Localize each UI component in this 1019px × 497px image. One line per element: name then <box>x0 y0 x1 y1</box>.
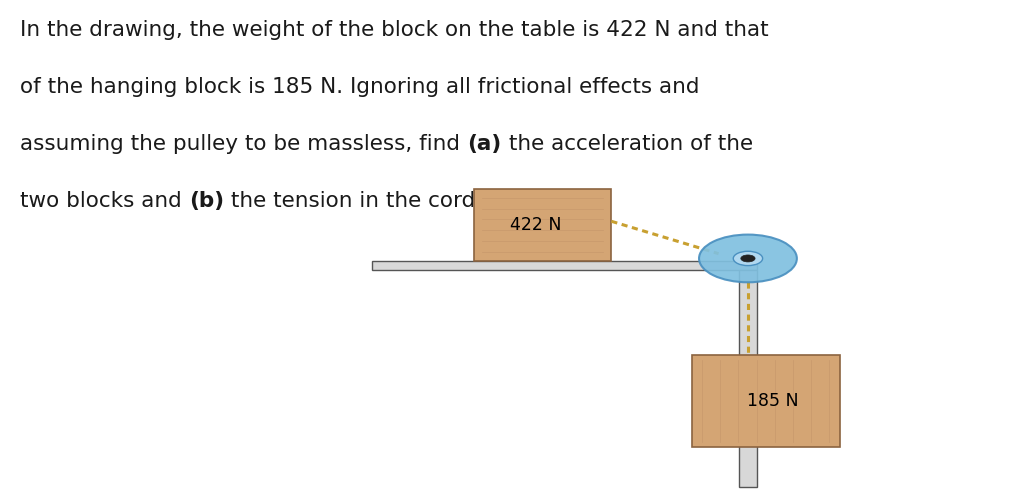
Bar <box>372 261 757 270</box>
Text: assuming the pulley to be massless, find: assuming the pulley to be massless, find <box>20 134 468 154</box>
Text: two blocks and: two blocks and <box>20 191 189 211</box>
Text: In the drawing, the weight of the block on the table is 422 N and that: In the drawing, the weight of the block … <box>20 20 769 40</box>
Text: of the hanging block is 185 N. Ignoring all frictional effects and: of the hanging block is 185 N. Ignoring … <box>20 77 700 97</box>
Text: 185 N: 185 N <box>747 392 799 411</box>
Circle shape <box>734 251 762 265</box>
Bar <box>739 270 757 487</box>
Text: the tension in the cord.: the tension in the cord. <box>224 191 482 211</box>
Text: 422 N: 422 N <box>510 216 561 234</box>
Bar <box>692 355 840 447</box>
Circle shape <box>741 255 755 262</box>
Bar <box>474 189 611 261</box>
Circle shape <box>699 235 797 282</box>
Text: (b): (b) <box>189 191 224 211</box>
Text: (a): (a) <box>468 134 501 154</box>
Text: the acceleration of the: the acceleration of the <box>501 134 753 154</box>
